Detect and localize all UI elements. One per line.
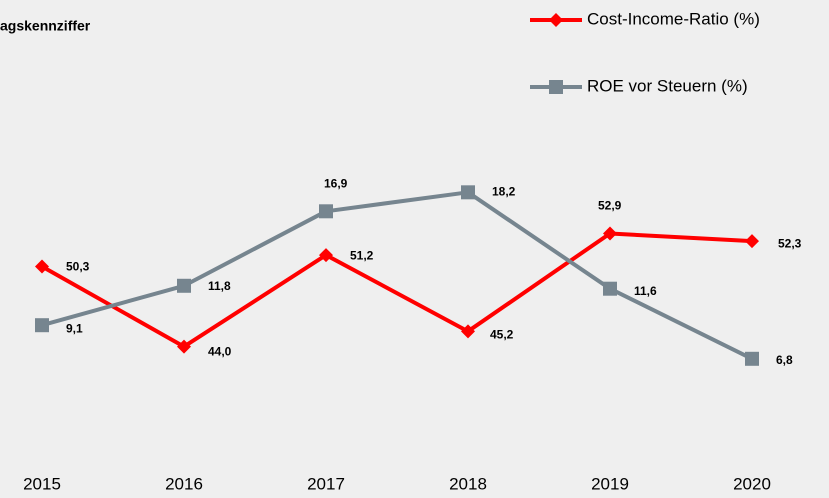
marker bbox=[745, 234, 759, 249]
marker bbox=[461, 185, 475, 200]
data-label: 52,9 bbox=[598, 199, 622, 213]
x-tick-label: 2020 bbox=[733, 474, 771, 493]
marker bbox=[177, 278, 191, 293]
data-label: 18,2 bbox=[492, 184, 516, 198]
chart-title: agskennziffer bbox=[0, 18, 91, 34]
data-label: 11,8 bbox=[208, 279, 231, 293]
data-label: 51,2 bbox=[350, 248, 374, 262]
x-tick-label: 2018 bbox=[449, 474, 487, 493]
marker bbox=[745, 351, 759, 366]
x-tick-label: 2015 bbox=[23, 474, 61, 493]
marker bbox=[319, 204, 333, 219]
marker bbox=[603, 281, 617, 296]
line bbox=[41, 190, 753, 361]
marker bbox=[35, 259, 49, 274]
marker bbox=[319, 248, 333, 263]
x-tick-label: 2017 bbox=[307, 474, 345, 493]
marker bbox=[35, 318, 49, 333]
legend-label: ROE vor Steuern (%) bbox=[587, 76, 748, 95]
data-label: 50,3 bbox=[66, 260, 90, 274]
marker bbox=[549, 80, 563, 94]
legend-label: Cost-Income-Ratio (%) bbox=[587, 9, 760, 28]
data-label: 9,1 bbox=[66, 321, 83, 335]
x-tick-label: 2019 bbox=[591, 474, 629, 493]
data-label: 16,9 bbox=[324, 176, 348, 190]
marker bbox=[177, 339, 191, 354]
marker bbox=[603, 226, 617, 241]
data-label: 11,6 bbox=[634, 284, 657, 298]
marker bbox=[461, 324, 475, 339]
data-label: 52,3 bbox=[778, 236, 802, 250]
line bbox=[41, 231, 753, 349]
data-label: 45,2 bbox=[490, 327, 514, 341]
data-label: 44,0 bbox=[208, 345, 232, 359]
data-label: 6,8 bbox=[776, 353, 793, 367]
marker bbox=[549, 13, 563, 27]
x-tick-label: 2016 bbox=[165, 474, 203, 493]
